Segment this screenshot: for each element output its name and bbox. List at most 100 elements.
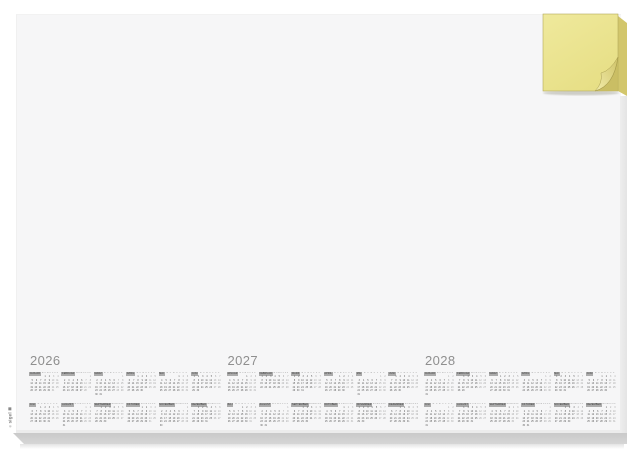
day-cell: 8 xyxy=(605,410,607,413)
day-cell: 30 xyxy=(196,390,200,393)
day-cell: 4 xyxy=(57,376,59,379)
day-cell: 10 xyxy=(164,414,167,417)
day-cell: 2 xyxy=(104,407,107,410)
day-cell: 13 xyxy=(415,379,419,382)
day-cell: 10 xyxy=(268,379,272,382)
day-cell: 26 xyxy=(329,421,332,424)
day-cell: 15 xyxy=(394,383,397,386)
day-cell: 17 xyxy=(164,417,167,420)
day-cell: 28 xyxy=(296,421,300,424)
year-label: 2026 xyxy=(30,353,61,368)
day-cell: 31 xyxy=(301,390,304,393)
day-cell: 25 xyxy=(350,386,354,389)
day-cell: 4 xyxy=(150,376,152,379)
brand-name: sigel xyxy=(7,411,12,423)
day-cell: 23 xyxy=(548,386,551,389)
day-cell: 16 xyxy=(181,383,184,386)
month-header: NOVEMBER M D M D F S S xyxy=(553,403,584,407)
day-cell: 17 xyxy=(470,414,474,417)
day-cell: 4 xyxy=(362,379,365,382)
day-cell: 7 xyxy=(443,410,446,413)
day-cell: 9 xyxy=(347,410,349,413)
day-cell: 1 xyxy=(293,376,296,379)
day-cell: 25 xyxy=(51,417,55,420)
day-grid: 1 2 3 4 5 6 7 8 9 10 11 12 13 14 15 16 17 18 19 20 21 22 23 24 2… xyxy=(424,376,454,397)
day-cell: 12 xyxy=(433,414,437,417)
brand-square-icon xyxy=(8,407,11,411)
day-cell: 22 xyxy=(285,417,289,420)
day-cell: 1 xyxy=(499,376,502,379)
day-cell: 20 xyxy=(378,414,382,417)
day-cell: 17 xyxy=(99,386,102,389)
day-cell: 26 xyxy=(535,421,538,424)
desk-pad-bottom-edge xyxy=(13,433,627,444)
mini-month: JUNI M D M D F S S 1 2 3 4 5 6 7 8 9 10 11 12 13 14 15 16 17 18 19… xyxy=(585,372,616,397)
weekday-initial: S xyxy=(317,403,320,405)
day-cell: 9 xyxy=(250,379,252,382)
day-cell: 7 xyxy=(597,379,599,382)
day-cell: 19 xyxy=(329,417,332,420)
weekday-initial: M xyxy=(272,403,274,405)
day-cell: 1 xyxy=(287,407,289,410)
month-header: APRIL M D M D F S S xyxy=(323,372,354,376)
month-header: JANUAR M D M D F S S xyxy=(226,372,257,376)
weekday-initial: S xyxy=(449,372,451,374)
day-cell: 28 xyxy=(494,390,497,393)
day-cell: 18 xyxy=(406,383,410,386)
day-cell: 27 xyxy=(75,421,79,424)
day-cell: 23 xyxy=(451,386,454,389)
day-cell: 25 xyxy=(159,390,163,393)
day-cell: 17 xyxy=(47,414,51,417)
month-name: MAI xyxy=(356,372,363,376)
day-cell: 26 xyxy=(56,417,59,420)
weekday-initial: D xyxy=(44,372,46,374)
day-cell: 8 xyxy=(197,410,200,413)
day-cell: 28 xyxy=(285,386,289,389)
day-cell: 4 xyxy=(430,410,433,413)
day-cell: 30 xyxy=(511,421,515,424)
day-cell: 13 xyxy=(213,379,217,382)
day-cell: 27 xyxy=(389,421,393,424)
day-cell: 9 xyxy=(182,379,184,382)
day-cell: 19 xyxy=(531,386,534,389)
day-cell: 10 xyxy=(301,379,304,382)
weekday-initial: S xyxy=(217,372,220,374)
month-name: MÄRZ xyxy=(291,372,301,376)
day-cell: 15 xyxy=(177,383,180,386)
day-cell: 14 xyxy=(389,383,393,386)
day-cell: 30 xyxy=(181,390,184,393)
day-cell: 5 xyxy=(233,379,235,382)
day-cell: 19 xyxy=(273,417,276,420)
day-cell: 18 xyxy=(411,414,414,417)
day-cell: 21 xyxy=(389,386,393,389)
weekday-initial: F xyxy=(447,372,449,374)
weekday-initial: F xyxy=(543,372,545,374)
day-cell: 14 xyxy=(337,414,341,417)
weekday-initial: S xyxy=(515,403,517,405)
day-cell: 22 xyxy=(462,417,465,420)
mini-month: FEBRUAR M D M D F S S 1 2 3 4 5 6 7 8 9 10 11 12 13 14 15 16 17 1… xyxy=(456,372,486,397)
day-cell: 17 xyxy=(51,383,55,386)
day-cell xyxy=(55,394,59,397)
day-cell: 19 xyxy=(232,386,235,389)
day-cell: 17 xyxy=(406,414,410,417)
day-cell: 17 xyxy=(148,414,152,417)
day-cell: 12 xyxy=(515,379,519,382)
weekday-initial: S xyxy=(547,403,549,405)
day-grid: 1 2 3 4 5 6 7 8 9 10 11 12 13 14 15 16 17 18 19 20 21 22 23 24 2… xyxy=(521,407,551,428)
day-cell: 18 xyxy=(56,383,59,386)
day-cell: 23 xyxy=(398,386,401,389)
weekday-initial: S xyxy=(286,372,289,374)
day-cell: 15 xyxy=(604,414,607,417)
day-cell: 12 xyxy=(213,410,217,413)
day-cell: 20 xyxy=(595,417,599,420)
day-cell: 5 xyxy=(109,379,111,382)
day-grid: 1 2 3 4 5 6 7 8 9 10 11 12 13 14 15 16 17 18 19 20 21 22 23 24 2… xyxy=(61,376,91,397)
weekday-initial: D xyxy=(47,403,49,405)
day-cell: 22 xyxy=(244,386,248,389)
day-cell: 17 xyxy=(425,417,428,420)
